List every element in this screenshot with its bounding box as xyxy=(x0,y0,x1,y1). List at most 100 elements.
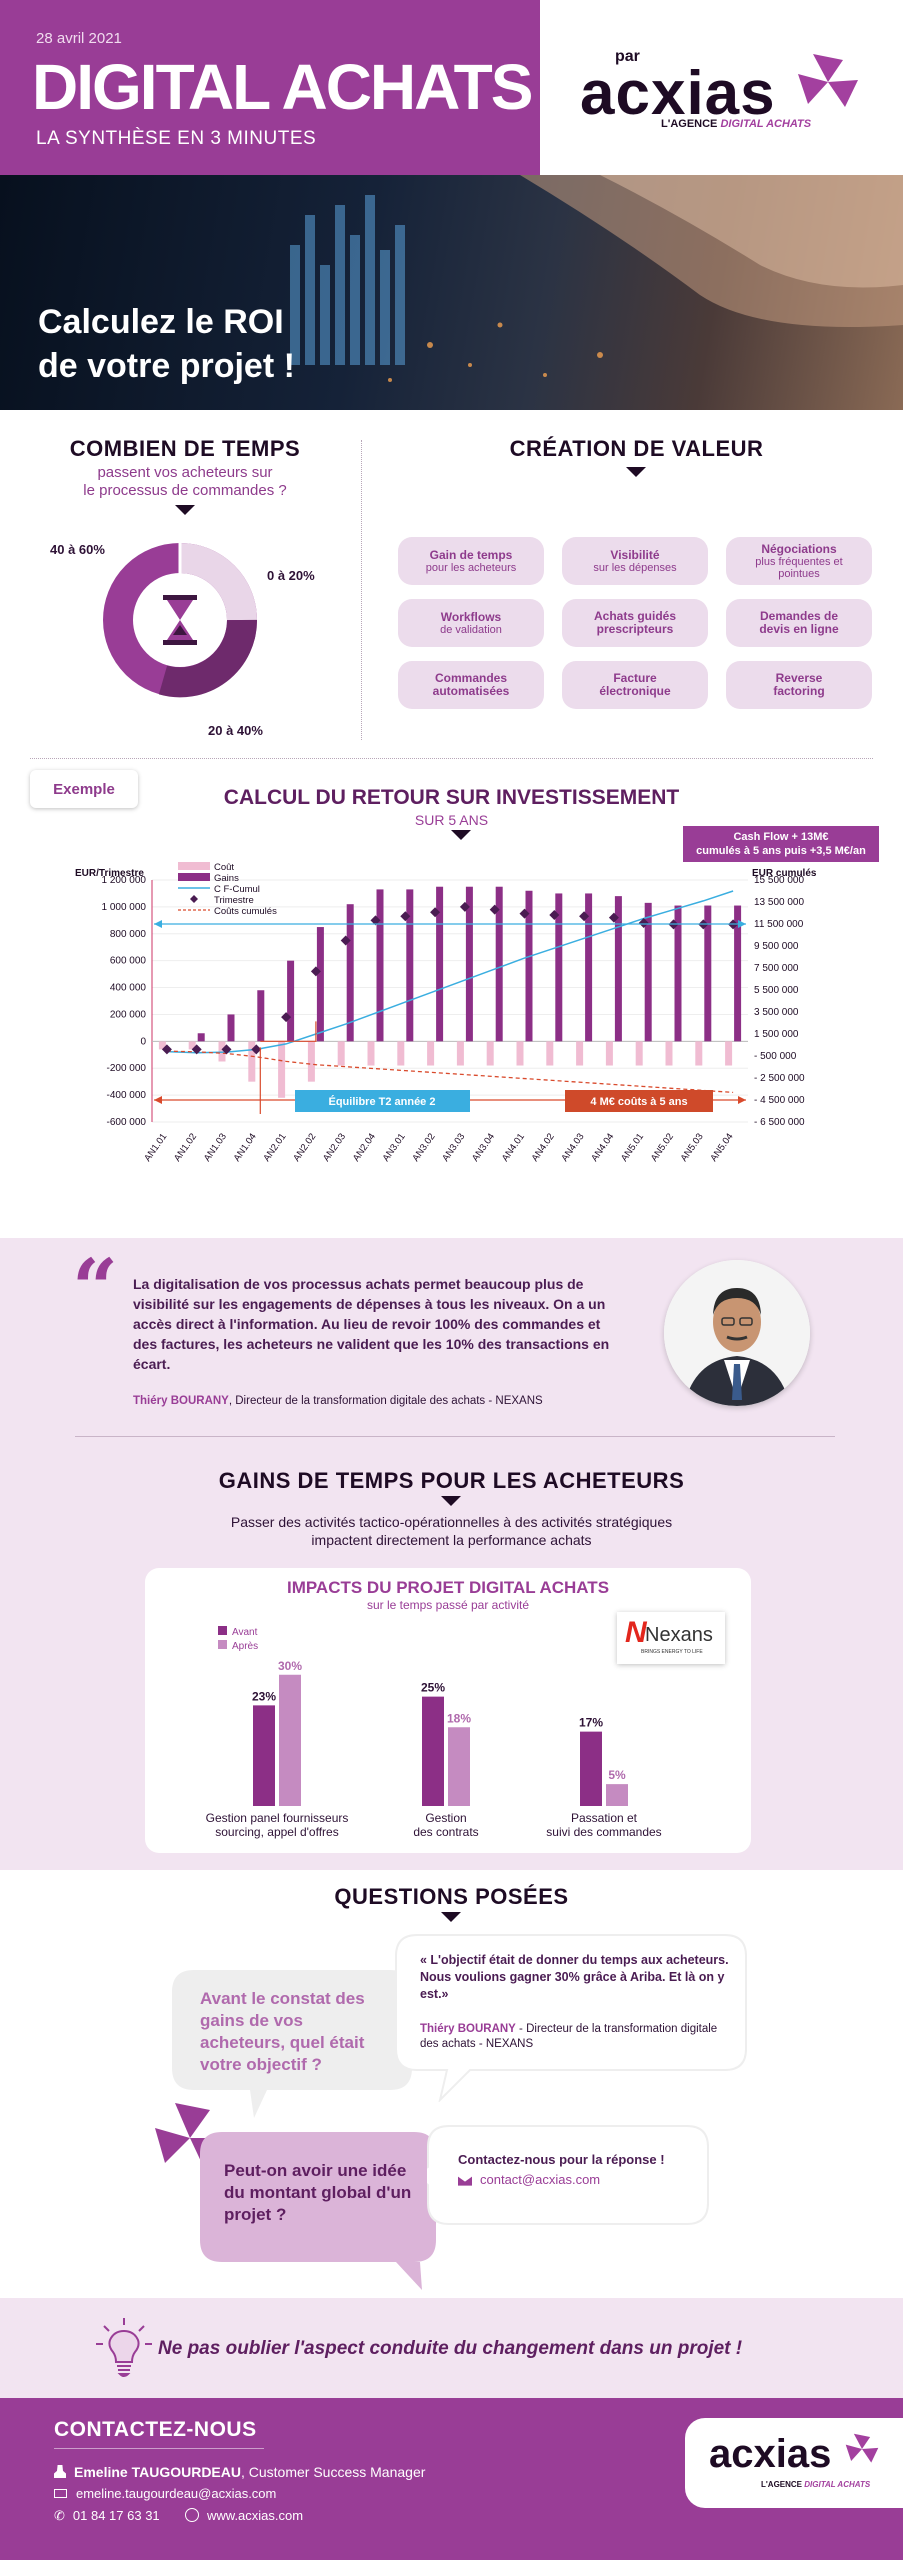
bar-cout xyxy=(486,1041,494,1066)
x-tick-label: AN2.02 xyxy=(291,1131,318,1163)
bar-cout xyxy=(605,1041,613,1066)
legend-label: C F-Cumul xyxy=(214,884,260,895)
hero-background-graphic xyxy=(290,175,903,382)
header-title: DIGITAL ACHATS xyxy=(32,51,533,123)
bar-cout xyxy=(665,1041,673,1066)
y2-tick-label: - 2 500 000 xyxy=(754,1073,805,1084)
bar-gains xyxy=(614,896,622,1042)
bar-gains xyxy=(585,893,593,1042)
answer-2-contact[interactable]: contact@acxias.com xyxy=(458,2172,600,2187)
y-tick-label: -600 000 xyxy=(107,1117,147,1128)
footer-logo-card: acxias L'AGENCE DIGITAL ACHATS xyxy=(685,2418,903,2508)
lightbulb-icon xyxy=(96,2318,152,2377)
gains-card: IMPACTS DU PROJET DIGITAL ACHATS sur le … xyxy=(145,1568,751,1853)
x-tick-label: AN1.02 xyxy=(172,1131,199,1163)
answer-bubble-2 xyxy=(427,2125,709,2225)
x-tick-label: AN1.01 xyxy=(142,1131,169,1163)
svg-text:Équilibre T2 année 2: Équilibre T2 année 2 xyxy=(329,1095,436,1108)
y2-tick-label: 11 500 000 xyxy=(754,919,804,930)
footer-web[interactable]: www.acxias.com xyxy=(185,2508,303,2523)
bar-gains xyxy=(644,902,652,1042)
roi-exemple-tag: Exemple xyxy=(30,770,138,808)
bar-gains xyxy=(525,890,533,1042)
label-apres: 30% xyxy=(278,1659,302,1673)
label-avant: 17% xyxy=(579,1716,603,1730)
roi-subtitle: SUR 5 ANS xyxy=(414,812,489,828)
quote-section: “ La digitalisation de vos processus ach… xyxy=(0,1238,903,1438)
questions-arrow xyxy=(441,1912,461,1922)
bar-gains xyxy=(257,990,265,1042)
gains-title: GAINS DE TEMPS POUR LES ACHETEURS xyxy=(218,1468,685,1493)
answer-2-text: Contactez-nous pour la réponse ! xyxy=(458,2152,665,2167)
temps-subtitle-2: le processus de commandes ? xyxy=(83,482,287,499)
x-tick-label: AN2.01 xyxy=(261,1131,288,1163)
temps-section: COMBIEN DE TEMPS passent vos acheteurs s… xyxy=(0,410,360,760)
footer-phone[interactable]: ✆ 01 84 17 63 31 xyxy=(54,2508,160,2523)
bar-cout xyxy=(635,1041,643,1066)
y2-tick-label: 5 500 000 xyxy=(754,985,799,996)
gains-subtitle-1: Passer des activités tactico-opérationne… xyxy=(230,1514,673,1530)
valeur-section: CRÉATION DE VALEUR Gain de temps pour les… xyxy=(370,410,903,760)
y2-tick-label: - 500 000 xyxy=(754,1051,797,1062)
bar-avant xyxy=(422,1696,444,1806)
y-tick-label: 600 000 xyxy=(110,956,147,967)
point-trimestre xyxy=(191,1044,202,1055)
arrow-head xyxy=(154,920,162,928)
questions-section: QUESTIONS POSÉES Avant le constat des ga… xyxy=(0,1870,903,2300)
x-tick-label: AN2.04 xyxy=(351,1131,378,1163)
point-trimestre xyxy=(161,1044,172,1055)
x-tick-label: AN5.02 xyxy=(649,1131,676,1163)
roi-arrow xyxy=(451,830,471,840)
bar-cout xyxy=(725,1041,733,1066)
hero-banner: Calculez le ROI de votre projet ! xyxy=(0,175,903,410)
bar-apres xyxy=(279,1674,301,1806)
gains-card-title: IMPACTS DU PROJET DIGITAL ACHATS xyxy=(286,1578,610,1597)
footer: CONTACTEZ-NOUS Emeline TAUGOURDEAU, Cust… xyxy=(0,2398,903,2560)
header: 28 avril 2021 DIGITAL ACHATS LA SYNTHÈSE… xyxy=(0,0,903,175)
footer-title: CONTACTEZ-NOUS xyxy=(54,2418,257,2441)
footer-email[interactable]: emeline.taugourdeau@acxias.com xyxy=(54,2486,276,2501)
x-tick-label: AN4.03 xyxy=(559,1131,586,1163)
equilibre-label: Équilibre T2 année 2 xyxy=(295,1090,470,1112)
y2-tick-label: 9 500 000 xyxy=(754,941,799,952)
gains-section: GAINS DE TEMPS POUR LES ACHETEURS Passer… xyxy=(0,1440,903,1870)
person-portrait-icon xyxy=(664,1260,810,1406)
footer-propeller-icon xyxy=(845,2433,879,2463)
hero-line-2: de votre projet ! xyxy=(38,347,295,385)
point-trimestre xyxy=(221,1044,232,1055)
bar-cout xyxy=(307,1041,315,1082)
label-apres: 18% xyxy=(447,1711,471,1725)
valeur-item-reverse-factoring: Reverse factoring xyxy=(726,661,872,709)
y2-tick-label: 1 500 000 xyxy=(754,1029,799,1040)
bar-gains xyxy=(346,904,354,1042)
y-tick-label: 200 000 xyxy=(110,1009,147,1020)
valeur-item-workflows: Workflows de validation xyxy=(398,599,544,647)
x-tick-label: AN1.03 xyxy=(202,1131,229,1163)
bar-gains xyxy=(555,893,563,1042)
bar-gains xyxy=(674,905,682,1042)
bar-cout xyxy=(248,1041,256,1082)
y2-tick-label: - 6 500 000 xyxy=(754,1117,805,1128)
point-trimestre xyxy=(430,907,441,918)
x-tick-label: AN2.03 xyxy=(321,1131,348,1163)
valeur-title: CRÉATION DE VALEUR xyxy=(509,436,764,461)
y2-tick-label: 15 500 000 xyxy=(754,875,804,886)
point-trimestre xyxy=(638,918,649,929)
x-tick-label: AN4.04 xyxy=(589,1131,616,1163)
temps-subtitle-1: passent vos acheteurs sur xyxy=(97,464,273,481)
y2-tick-label: - 4 500 000 xyxy=(754,1095,805,1106)
category-label: suivi des commandes xyxy=(546,1825,661,1839)
temps-title: COMBIEN DE TEMPS xyxy=(69,436,301,461)
point-trimestre xyxy=(459,901,470,912)
bar-gains xyxy=(495,886,503,1042)
point-trimestre xyxy=(519,908,530,919)
footer-contact-name: Emeline TAUGOURDEAU, Customer Success Ma… xyxy=(54,2464,425,2480)
roi-cashflow-badge: Cash Flow + 13M€ cumulés à 5 ans puis +3… xyxy=(683,826,879,862)
bar-gains xyxy=(197,1033,205,1042)
y-tick-label: 0 xyxy=(140,1036,146,1047)
answer-1-text: « L'objectif était de donner du temps au… xyxy=(420,1953,729,2001)
category-label: des contrats xyxy=(413,1825,478,1839)
x-tick-label: AN3.01 xyxy=(381,1131,408,1163)
bar-cout xyxy=(218,1041,226,1062)
bar-cout xyxy=(576,1041,584,1066)
